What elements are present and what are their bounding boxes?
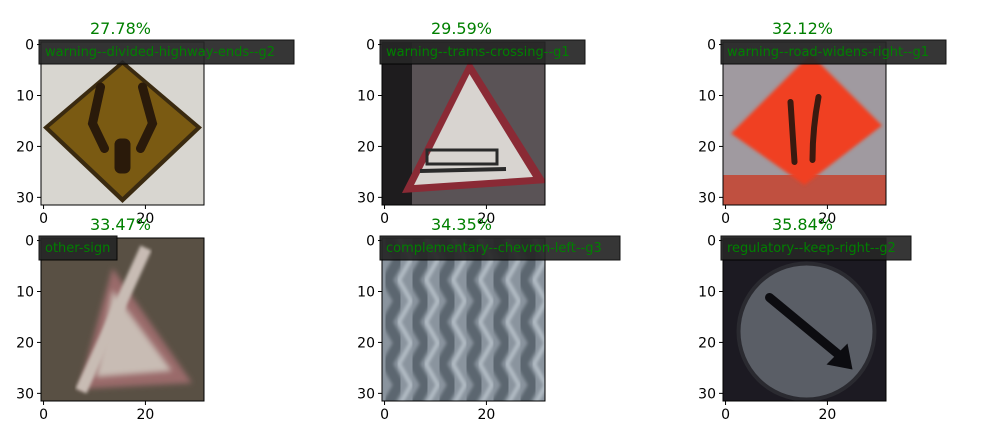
class-label: complementary--chevron-left--g3	[386, 241, 602, 256]
y-tick-label: 10	[16, 88, 34, 104]
y-tick-label: 30	[16, 190, 34, 206]
diagonal-post	[75, 245, 152, 394]
class-label: regulatory--keep-right--g2	[727, 241, 896, 256]
panel-title: 33.47%	[90, 215, 151, 234]
x-tick-label: 0	[380, 211, 389, 227]
y-tick-label: 30	[16, 386, 34, 402]
panels: 0 10 20 30 0 20 27.78% warning--divided-highway…	[16, 19, 947, 423]
x-tick-label: 20	[819, 211, 837, 227]
panel-5: 0 10 20 30 0 20 34.35% complementary--chevron-l…	[357, 215, 621, 423]
symbol-rail	[419, 167, 507, 173]
panel-image	[41, 42, 204, 205]
panel-image	[382, 238, 545, 401]
y-tick-label: 20	[357, 335, 375, 351]
y-tick-label: 20	[357, 139, 375, 155]
x-tick-label: 20	[819, 407, 837, 423]
arrow-shaft	[765, 293, 849, 364]
label-box	[38, 39, 295, 65]
class-label: warning--road-widens-right--g1	[727, 45, 929, 60]
label-box	[379, 235, 621, 261]
label-box	[38, 235, 118, 261]
panel-1: 0 10 20 30 0 20 27.78% warning--divided-highway…	[16, 19, 295, 227]
symbol-road	[787, 94, 822, 165]
class-label: warning--trams-crossing--g1	[386, 45, 570, 60]
x-tick-label: 0	[39, 407, 48, 423]
symbol-median	[114, 138, 131, 174]
panel-4: 0 10 20 30 0 20 33.47% other-sign	[16, 215, 205, 423]
y-tick-label: 10	[16, 284, 34, 300]
panel-image	[382, 42, 545, 205]
y-tick-label: 0	[366, 234, 375, 250]
y-tick-label: 20	[698, 139, 716, 155]
panel-2: 0 10 20 30 0 20 29.59% warning--trams-crossing-…	[357, 19, 586, 227]
class-label: warning--divided-highway-ends--g2	[45, 45, 275, 60]
panel-title: 32.12%	[772, 19, 833, 38]
y-tick-label: 30	[357, 386, 375, 402]
panel-title: 34.35%	[431, 215, 492, 234]
y-tick-label: 30	[357, 190, 375, 206]
x-tick-label: 0	[721, 407, 730, 423]
symbol-lanes	[87, 82, 158, 153]
sign-diamond	[731, 54, 882, 185]
y-tick-label: 0	[707, 38, 716, 54]
y-tick-label: 20	[16, 335, 34, 351]
y-tick-label: 0	[707, 234, 716, 250]
panel-title: 29.59%	[431, 19, 492, 38]
panel-3: 0 10 20 30 0 20 32.12% warning--road-widens-rig…	[698, 19, 947, 227]
y-tick-label: 30	[698, 386, 716, 402]
symbol-tram	[425, 148, 499, 166]
y-tick-label: 20	[16, 139, 34, 155]
y-tick-label: 10	[357, 284, 375, 300]
class-label: other-sign	[45, 241, 110, 256]
panel-image	[723, 238, 886, 401]
sign-diamond	[49, 65, 196, 197]
y-tick-label: 30	[698, 190, 716, 206]
panel-6: 0 10 20 30 0 20 35.84% regulatory--keep-right--…	[698, 215, 912, 423]
label-box	[720, 235, 912, 261]
panel-title: 27.78%	[90, 19, 151, 38]
x-tick-label: 20	[478, 407, 496, 423]
label-box	[720, 39, 947, 65]
y-tick-label: 0	[366, 38, 375, 54]
x-tick-label: 20	[137, 407, 155, 423]
y-tick-label: 20	[698, 335, 716, 351]
dark-pole	[382, 42, 412, 205]
panel-image	[41, 238, 204, 401]
y-tick-label: 10	[698, 284, 716, 300]
panel-image	[723, 42, 886, 205]
x-tick-label: 20	[478, 211, 496, 227]
y-tick-label: 0	[25, 38, 34, 54]
y-tick-label: 10	[698, 88, 716, 104]
x-tick-label: 0	[380, 407, 389, 423]
y-tick-label: 0	[25, 234, 34, 250]
panel-title: 35.84%	[772, 215, 833, 234]
label-box	[379, 39, 586, 65]
sign-triangle	[414, 74, 533, 185]
x-tick-label: 0	[721, 211, 730, 227]
x-tick-label: 20	[137, 211, 155, 227]
y-tick-label: 10	[357, 88, 375, 104]
x-tick-label: 0	[39, 211, 48, 227]
arrow-head	[826, 343, 853, 370]
axes-frame	[40, 237, 205, 402]
